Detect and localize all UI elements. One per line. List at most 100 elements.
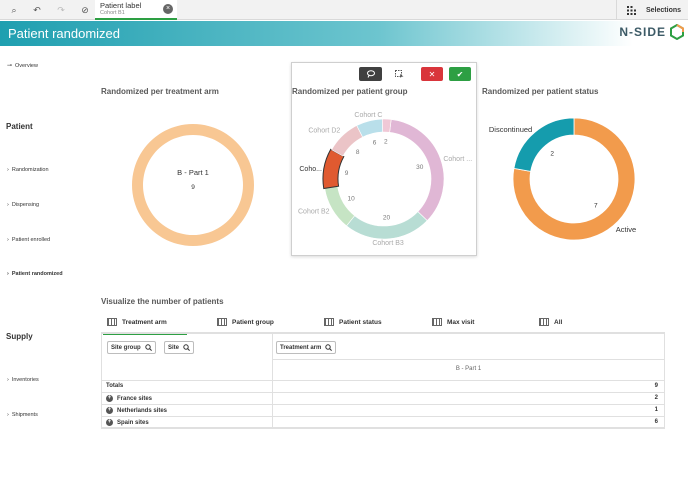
table-icon [217, 318, 227, 326]
slice-label: B - Part 1 [177, 168, 209, 177]
tab-max-visit[interactable]: Max visit [432, 318, 474, 326]
expand-icon[interactable]: + [106, 407, 113, 414]
treatment-arm-donut-chart[interactable]: B - Part 1 9 [120, 120, 260, 250]
tab-label: Patient group [232, 318, 274, 326]
sidebar-item-label: Dispensing [11, 202, 40, 208]
table-icon [107, 318, 117, 326]
slice-category-label: Cohort B2 [298, 209, 330, 216]
tab-patient-group[interactable]: Patient group [217, 318, 274, 326]
expand-icon[interactable]: + [106, 419, 113, 426]
page-title: Patient randomized [8, 26, 121, 41]
cancel-selection-button[interactable]: ✕ [421, 67, 443, 81]
row-label: France sites [117, 395, 153, 402]
tab-patient-status[interactable]: Patient status [324, 318, 382, 326]
table-icon [324, 318, 334, 326]
slice-category-label: Cohort B3 [372, 240, 404, 247]
logo-text: N-SIDE [619, 25, 666, 39]
close-icon[interactable]: × [163, 4, 173, 14]
table-row: + France sites 2 [102, 392, 664, 404]
smart-search-icon[interactable]: ⌕ [11, 4, 17, 15]
slice-category-label: Discontinued [489, 125, 532, 134]
sidebar-item-shipments[interactable]: › Shipments [7, 412, 38, 418]
site-filter-button[interactable]: Site [164, 341, 195, 354]
table-row: + Spain sites 6 [102, 416, 664, 428]
patient-status-donut-chart[interactable]: 7 Active 2 Discontinued [482, 103, 672, 253]
row-label: Netherlands sites [117, 407, 168, 414]
chevron-right-icon: › [7, 237, 9, 243]
chevron-right-icon: › [7, 202, 9, 208]
slice-value-label: 6 [373, 140, 377, 147]
lasso-icon[interactable] [359, 67, 382, 81]
filter-label: Site [168, 344, 180, 351]
column-divider [272, 334, 273, 428]
search-icon [183, 344, 190, 351]
app-header: Patient randomized N-SIDE [0, 21, 688, 46]
table-tabs: Treatment arm Patient group Patient stat… [101, 315, 665, 335]
pivot-table: Site group Site Treatment arm B - Part 1… [101, 333, 665, 429]
table-icon [432, 318, 442, 326]
tab-all[interactable]: All [539, 318, 562, 326]
tab-label: Patient status [339, 318, 382, 326]
slice-value-label: 30 [416, 164, 424, 171]
chip-field-label: Patient label [100, 1, 142, 10]
tab-treatment-arm[interactable]: Treatment arm [103, 318, 187, 335]
sidebar-item-label: Shipments [11, 412, 38, 418]
sidebar-item-patient-enrolled[interactable]: › Patient enrolled [7, 237, 50, 243]
sidebar-item-label: Randomization [11, 167, 49, 173]
row-value: 6 [654, 419, 658, 425]
sidebar-section-supply: Supply [6, 332, 33, 341]
row-label: Spain sites [117, 419, 149, 426]
row-label: Totals [106, 383, 124, 389]
slice-category-label: Active [616, 225, 636, 234]
slice-value-label: 20 [383, 214, 391, 221]
sidebar-item-label: Overview [15, 62, 38, 69]
sidebar-item-overview[interactable]: ⊸ Overview [7, 62, 38, 70]
chart-title-treatment-arm: Randomized per treatment arm [101, 87, 219, 96]
donut-slice-discontinued[interactable] [513, 117, 575, 172]
expand-icon[interactable]: + [106, 395, 113, 402]
chevron-right-icon: › [7, 377, 9, 383]
row-value: 9 [654, 383, 658, 389]
table-section-title: Visualize the number of patients [101, 297, 224, 306]
slice-value-label: 2 [384, 139, 388, 146]
chart-title-patient-status: Randomized per patient status [482, 87, 599, 96]
link-icon: ⊸ [7, 63, 13, 69]
column-header: B - Part 1 [455, 366, 482, 372]
search-icon [325, 344, 333, 351]
tab-label: All [554, 318, 563, 326]
confirm-selection-button[interactable]: ✔ [449, 67, 471, 81]
donut-slice-active[interactable] [512, 117, 636, 241]
sidebar-section-patient: Patient [6, 122, 33, 131]
hexagon-logo-icon [670, 24, 684, 40]
step-back-icon[interactable]: ↶ [33, 4, 41, 15]
header-divider [273, 359, 664, 360]
patient-group-selection-panel: ✕ ✔ [291, 62, 477, 256]
treatment-arm-filter-button[interactable]: Treatment arm [276, 341, 337, 354]
slice-value-label: 2 [550, 150, 554, 157]
sidebar-item-dispensing[interactable]: › Dispensing [7, 202, 39, 208]
table-row-totals: Totals 9 [102, 380, 664, 392]
filter-label: Site group [111, 344, 141, 351]
select-options-icon[interactable] [389, 67, 409, 81]
sidebar-item-inventories[interactable]: › Inventories [7, 377, 39, 383]
selection-chip[interactable]: Patient label Cohort B1 × [95, 0, 177, 20]
slice-value-label: 9 [345, 170, 349, 177]
step-forward-icon[interactable]: ↷ [57, 4, 65, 15]
site-group-filter-button[interactable]: Site group [107, 341, 156, 354]
chip-selected-value: Cohort B1 [100, 10, 125, 16]
selections-button[interactable]: Selections [616, 0, 688, 20]
donut-slice-cohort-b2[interactable] [324, 186, 356, 227]
slice-category-label: Cohort C [354, 112, 382, 119]
chevron-right-icon: › [7, 412, 9, 418]
sidebar-item-randomization[interactable]: › Randomization [7, 167, 49, 173]
nside-logo: N-SIDE [619, 24, 684, 40]
donut-slice-slice-6[interactable] [382, 118, 392, 133]
row-value: 1 [654, 407, 658, 413]
sidebar-item-patient-randomized[interactable]: › Patient randomized [7, 271, 63, 277]
selections-grid-icon [627, 5, 636, 15]
patient-group-donut-chart[interactable]: 30 Cohort ... 20 Cohort B3 10 Cohort B2 9 Coho.… [292, 103, 476, 253]
clear-selections-icon[interactable]: ⊘ [81, 4, 89, 15]
slice-value-label: 9 [191, 184, 195, 191]
search-icon [144, 344, 152, 351]
slice-value-label: 10 [348, 196, 356, 203]
